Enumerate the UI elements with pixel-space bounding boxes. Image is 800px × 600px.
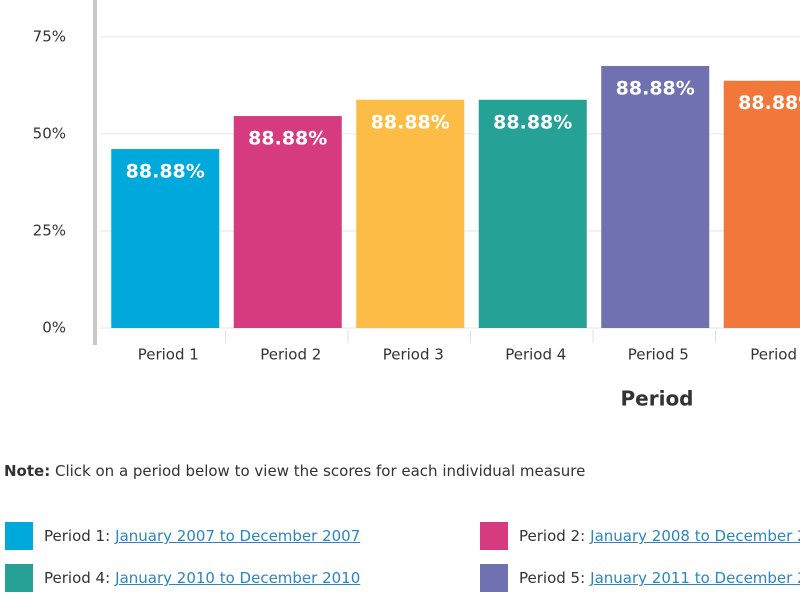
legend-item: Period 4: January 2010 to December 2010: [5, 564, 360, 592]
legend-item: Period 2:January 2008 to December 2008: [480, 522, 800, 550]
period-link[interactable]: January 2008 to December 2008: [590, 527, 800, 545]
y-tick-label: 25%: [33, 221, 66, 239]
bar: [601, 65, 710, 329]
bar: [233, 116, 342, 328]
legend-swatch: [480, 564, 508, 592]
y-tick-label: 75%: [33, 27, 66, 45]
bar: [478, 99, 587, 329]
legend-label: Period 4:: [44, 569, 111, 587]
y-tick-label: 0%: [42, 319, 66, 337]
x-tick-label: Period 1: [138, 346, 199, 364]
legend-item: Period 1: January 2007 to December 2007: [5, 522, 360, 550]
x-tick-label: Period 6: [750, 346, 800, 364]
legend-swatch: [5, 564, 33, 592]
period-link[interactable]: January 2011 to December 2011: [590, 569, 800, 587]
period-link[interactable]: January 2010 to December 2010: [115, 569, 361, 587]
bar-text: 88.88%: [493, 111, 572, 133]
y-tick-label: 50%: [33, 124, 66, 142]
x-tick-label: Period 3: [383, 346, 444, 364]
bar-text: 88.88%: [248, 128, 327, 150]
bar-text: 88.88%: [371, 111, 450, 133]
legend-label: Period 2:: [519, 527, 586, 545]
note-label: Note:: [4, 462, 51, 480]
x-axis-title: Period: [621, 387, 694, 411]
bar-text: 88.88%: [126, 161, 205, 183]
bar-text: 88.88%: [738, 92, 800, 114]
legend-swatch: [480, 522, 508, 550]
bar: [111, 149, 220, 328]
legend-label: Period 5:: [519, 569, 586, 587]
x-tick-label: Period 5: [628, 346, 689, 364]
x-tick-label: Period 2: [260, 346, 321, 364]
bar: [723, 80, 800, 328]
legend-swatch: [5, 522, 33, 550]
note-text: Click on a period below to view the scor…: [54, 462, 586, 480]
bar-text: 88.88%: [616, 77, 695, 99]
bar: [356, 99, 465, 329]
x-tick-label: Period 4: [505, 346, 566, 364]
chart: Period 6 Period 5 Period 4 Period 3 Period 2…: [33, 0, 800, 411]
legend-label: Period 1:: [44, 527, 111, 545]
period-link[interactable]: January 2007 to December 2007: [115, 527, 361, 545]
legend-item: Period 5:January 2011 to December 2011: [480, 564, 800, 592]
note: Note: Click on a period below to view th…: [4, 462, 585, 480]
